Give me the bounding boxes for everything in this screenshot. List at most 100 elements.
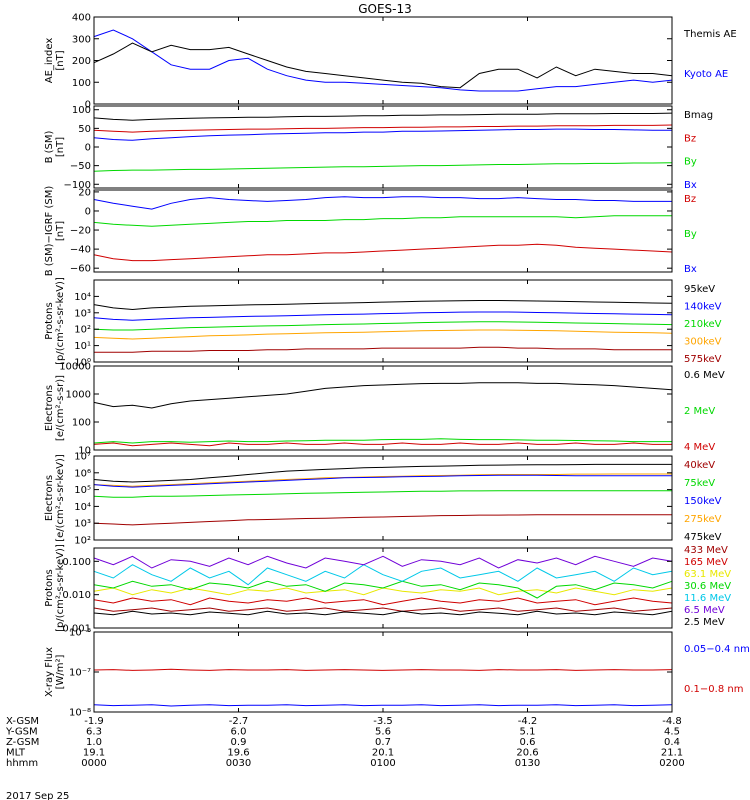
y-tick-label: 10⁷ <box>74 452 91 463</box>
legend-label: 140keV <box>684 302 722 313</box>
ephemeris-value: 6.0 <box>231 727 247 738</box>
series-line-protons_low-2 <box>93 321 673 331</box>
y-axis-label: [p/(cm²-s-sr-keV)] <box>55 277 66 365</box>
legend-label: Themis AE <box>683 29 737 40</box>
date-label: 2017 Sep 25 <box>6 791 69 800</box>
y-tick-label: 10⁶ <box>74 468 91 479</box>
ephemeris-value: 0.9 <box>231 737 247 748</box>
legend-label: Bx <box>684 180 697 191</box>
legend-label: 4 MeV <box>684 442 715 453</box>
ephemeris-value: 21.1 <box>661 748 683 759</box>
y-axis-label: [nT] <box>55 221 66 241</box>
ephemeris-value: 0100 <box>370 758 395 769</box>
series-line-ae-1 <box>93 42 673 89</box>
series-line-bsm-0 <box>93 128 672 141</box>
ephemeris-value: 0200 <box>659 758 684 769</box>
series-line-protons_low-4 <box>93 300 673 311</box>
ephemeris-value: 4.5 <box>664 727 680 738</box>
y-tick-label: 0 <box>85 143 91 154</box>
legend-label: 210keV <box>684 319 722 330</box>
panel-protons_low: 10⁰ 10¹ 10² 10³ 10⁴ Protons [p/(cm²-s-sr-keV)]… <box>44 277 722 368</box>
series-line-protons_high-3 <box>93 580 673 599</box>
series-line-bigrf-0 <box>93 196 672 210</box>
legend-label: Bz <box>684 194 696 205</box>
panel-frame <box>93 189 673 273</box>
ephemeris-value: 0.6 <box>520 737 536 748</box>
y-axis-label: [e/(cm²-s-sr-keV)] <box>55 454 66 542</box>
y-tick-label: −100 <box>64 180 91 191</box>
ephemeris-value: 0030 <box>226 758 251 769</box>
y-axis-label: Electrons <box>44 385 55 431</box>
y-axis-label: AE_index <box>44 38 55 84</box>
series-line-protons_high-4 <box>93 564 673 586</box>
legend-label: Kyoto AE <box>684 69 728 80</box>
y-tick-label: 1000 <box>66 390 91 401</box>
y-tick-label: 10¹ <box>74 341 91 352</box>
legend-label: 6.5 MeV <box>684 605 725 616</box>
series-line-electrons_diff-1 <box>93 473 672 487</box>
y-axis-label: [e/(cm²-s-sr)] <box>55 375 66 441</box>
y-axis-label: Electrons <box>44 475 55 521</box>
y-tick-label: 0.100 <box>62 557 91 568</box>
y-axis-label: [W/m²] <box>55 654 66 689</box>
series-line-protons_low-0 <box>94 346 672 353</box>
series-line-electrons_int-1 <box>93 438 672 444</box>
ephemeris-row-label: Y-GSM <box>5 727 38 738</box>
panel-electrons_diff: 10² 10³ 10⁴ 10⁵ 10⁶ 10⁷ Electrons [e/(cm²-s-sr-… <box>44 452 722 547</box>
series-line-protons_high-5 <box>93 555 673 569</box>
legend-label: 75keV <box>684 478 715 489</box>
ephemeris-value: -3.5 <box>373 716 393 727</box>
ephemeris-value: 20.6 <box>516 748 538 759</box>
series-line-bsm-2 <box>93 124 673 133</box>
panel-protons_high: 0.001 0.010 0.100 Protons [p/(cm²-s-sr-keV)]… <box>44 544 731 634</box>
legend-label: 433 MeV <box>684 545 728 556</box>
ephemeris-row-label: hhmm <box>6 758 38 769</box>
legend-label: 0.1−0.8 nm <box>684 684 743 695</box>
legend-label: 165 MeV <box>684 557 728 568</box>
y-tick-label: 50 <box>78 124 91 135</box>
y-tick-label: 10⁻⁷ <box>69 668 91 679</box>
y-tick-label: 10⁵ <box>74 485 91 496</box>
series-line-bigrf-1 <box>93 215 672 227</box>
series-line-electrons_int-2 <box>93 382 673 409</box>
panel-electrons_int: 10 100 1000 10000 Electrons [e/(cm²-s-sr)] 0.6… <box>44 362 725 457</box>
y-axis-label: [p/(cm²-s-sr-keV)] <box>55 544 66 632</box>
series-line-ae-0 <box>93 29 673 92</box>
y-tick-label: 10⁻⁶ <box>69 628 91 639</box>
series-line-electrons_diff-2 <box>93 474 672 488</box>
y-tick-label: −60 <box>70 264 91 275</box>
legend-label: Bz <box>684 133 696 144</box>
legend-label: 30.6 MeV <box>684 581 731 592</box>
ephemeris-value: 0.4 <box>664 737 680 748</box>
ephemeris-row-label: MLT <box>6 748 26 759</box>
legend-label: 475keV <box>684 532 722 543</box>
legend-label: 95keV <box>684 284 715 295</box>
ephemeris-value: -2.7 <box>229 716 249 727</box>
legend-label: 40keV <box>684 460 715 471</box>
y-tick-label: 10 <box>78 446 91 457</box>
panel-frame <box>93 365 673 451</box>
ephemeris-value: 5.6 <box>375 727 391 738</box>
y-tick-label: −40 <box>70 245 91 256</box>
y-tick-label: 200 <box>72 56 91 67</box>
y-axis-label: X-ray Flux <box>44 647 55 697</box>
y-axis-label: B (SM) <box>44 130 55 163</box>
ephemeris-value: 1.0 <box>86 737 102 748</box>
ephemeris-row-label: X-GSM <box>6 716 39 727</box>
ephemeris-value: 20.1 <box>372 748 394 759</box>
legend-label: 2.5 MeV <box>684 617 725 628</box>
series-line-protons_high-0 <box>93 607 673 612</box>
legend-label: 575keV <box>684 354 722 365</box>
ephemeris-table: X-GSM -1.9 -2.7 -3.5 -4.2 -4.8 Y-GSM 6.3 6.0 5.6 5… <box>5 716 685 769</box>
panel-ae: 0 100 200 300 400 AE_index [nT] Themis AE Kyoto … <box>44 13 737 111</box>
y-axis-label: Protons <box>44 569 55 606</box>
series-line-protons_high-6 <box>93 610 673 616</box>
legend-label: 150keV <box>684 496 722 507</box>
panel-bigrf: −60 −40 −20 0 20 B (SM)−IGRF (SM) [nT] Bz By Bx <box>44 186 697 277</box>
series-line-bsm-3 <box>93 112 673 121</box>
y-tick-label: 100 <box>72 105 91 116</box>
legend-label: 63.1 MeV <box>684 569 731 580</box>
y-axis-label: Protons <box>44 302 55 339</box>
